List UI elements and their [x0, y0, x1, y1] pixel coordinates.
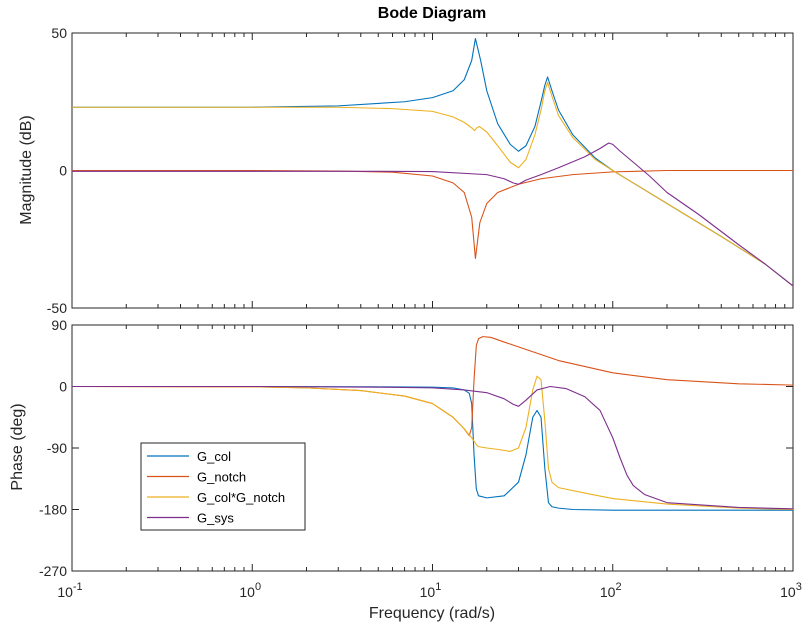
phase-y-tick-label: -90	[47, 440, 67, 456]
legend-label-g-sys: G_sys	[197, 511, 234, 526]
legend-label-g-col: G_col	[197, 449, 231, 464]
magnitude-line-g-notch	[72, 169, 793, 260]
legend[interactable]: G_col G_notch G_col*G_notch G_sys	[140, 442, 306, 531]
magnitude-line-g-col-g-notch	[72, 81, 793, 287]
x-tick-label: 10-1	[57, 581, 82, 600]
magnitude-y-tick-label: 0	[59, 163, 67, 179]
magnitude-panel: 50 0 -50 Magnitude (dB)	[18, 25, 794, 316]
x-tick-label: 100	[239, 581, 261, 600]
legend-label-g-col-g-notch: G_col*G_notch	[197, 490, 285, 505]
chart-title: Bode Diagram	[378, 5, 486, 22]
phase-line-g-col-g-notch	[72, 375, 793, 511]
magnitude-line-g-col	[72, 37, 793, 287]
phase-y-axis-label: Phase (deg)	[9, 403, 26, 490]
x-tick-label: 101	[420, 581, 442, 600]
x-tick-label: 102	[600, 581, 622, 600]
magnitude-line-g-sys	[72, 142, 793, 287]
phase-y-tick-label: -270	[39, 563, 67, 579]
x-tick-label: 103	[780, 581, 802, 600]
phase-line-g-sys	[72, 385, 793, 510]
phase-y-tick-label: 0	[59, 379, 67, 395]
magnitude-y-tick-label: -50	[47, 300, 67, 316]
x-axis-label: Frequency (rad/s)	[369, 605, 495, 622]
magnitude-y-tick-label: 50	[51, 25, 67, 41]
phase-y-tick-label: -180	[39, 502, 67, 518]
legend-box	[140, 442, 306, 531]
phase-y-tick-label: 90	[51, 317, 67, 333]
phase-panel: 90 0 -90 -180 -270 Phase (deg) 10-1 100 101 102 10…	[9, 317, 802, 600]
phase-line-g-col	[72, 385, 793, 511]
legend-label-g-notch: G_notch	[197, 470, 246, 485]
magnitude-y-axis-label: Magnitude (dB)	[18, 115, 35, 224]
